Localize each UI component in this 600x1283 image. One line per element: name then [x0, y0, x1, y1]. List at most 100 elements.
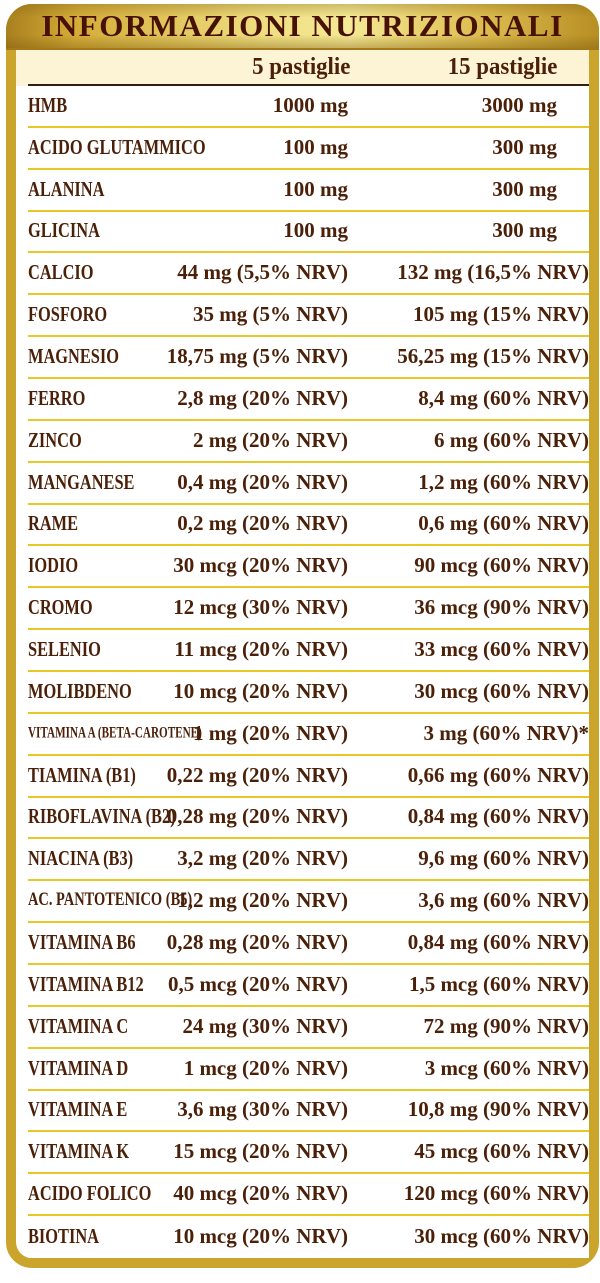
nutrient-name: RAME	[28, 511, 79, 536]
value-15-pastiglie: 0,84 mg (60% NRV)	[407, 804, 589, 829]
value-5-pastiglie: 11 mcg (20% NRV)	[174, 637, 348, 662]
nutrient-row: BIOTINA 10 mcg (20% NRV) 30 mcg (60% NRV)	[28, 1216, 589, 1258]
nutrient-name: FOSFORO	[28, 302, 108, 327]
nutrient-name: ALANINA	[28, 176, 105, 201]
title-band: INFORMAZIONI NUTRIZIONALI	[6, 4, 599, 50]
value-15-pastiglie: 300 mg	[492, 134, 557, 159]
value-15-pastiglie: 3,6 mg (60% NRV)	[418, 888, 589, 913]
nutrient-table: HMB 1000 mg 3000 mg ACIDO GLUTAMMICO 100 mg 3…	[28, 86, 589, 1258]
value-15-pastiglie: 105 mg (15% NRV)	[413, 302, 589, 327]
nutrient-name: VITAMINA B12	[28, 971, 144, 996]
nutrient-row: VITAMINA E 3,6 mg (30% NRV) 10,8 mg (90% N…	[28, 1090, 589, 1133]
nutrient-row: VITAMINA B6 0,28 mg (20% NRV) 0,84 mg (60%…	[28, 923, 589, 965]
nutrient-name: AC. PANTOTENICO (B5)	[28, 890, 193, 911]
nutrient-row: MANGANESE 0,4 mg (20% NRV) 1,2 mg (60% NRV…	[28, 462, 589, 505]
value-5-pastiglie: 10 mcg (20% NRV)	[173, 1224, 348, 1249]
nutrient-name: IODIO	[28, 553, 79, 578]
nutrient-name: BIOTINA	[28, 1224, 100, 1249]
value-15-pastiglie: 300 mg	[492, 218, 557, 243]
value-15-pastiglie: 72 mg (90% NRV)	[423, 1013, 590, 1038]
value-5-pastiglie: 3,6 mg (30% NRV)	[177, 1097, 348, 1122]
panel-title: INFORMAZIONI NUTRIZIONALI	[41, 8, 564, 43]
value-15-pastiglie: 33 mcg (60% NRV)	[414, 637, 589, 662]
value-15-pastiglie: 120 mcg (60% NRV)	[403, 1181, 589, 1206]
nutrient-name: CROMO	[28, 595, 93, 620]
nutrient-row: VITAMINA A (BETA-CAROTENE) 1 mg (20% NRV)…	[28, 713, 590, 756]
nutrient-row: VITAMINA D 1 mcg (20% NRV) 3 mcg (60% NRV)	[28, 1048, 589, 1091]
value-15-pastiglie: 1,5 mcg (60% NRV)	[408, 971, 589, 996]
nutrient-name: MANGANESE	[28, 469, 135, 494]
nutrient-row: AC. PANTOTENICO (B5) 1,2 mg (20% NRV) 3,6 …	[28, 881, 589, 924]
nutrient-row: IODIO 30 mcg (20% NRV) 90 mcg (60% NRV)	[28, 546, 589, 589]
nutrient-name: ZINCO	[28, 427, 82, 452]
value-15-pastiglie: 3 mg (60% NRV)*	[423, 720, 590, 745]
value-5-pastiglie: 100 mg	[283, 134, 348, 159]
nutrient-name: VITAMINA K	[28, 1139, 130, 1164]
value-5-pastiglie: 1 mg (20% NRV)	[193, 720, 348, 745]
nutrient-name: ACIDO GLUTAMMICO	[28, 134, 206, 159]
value-5-pastiglie: 2 mg (20% NRV)	[193, 427, 348, 452]
value-5-pastiglie: 1 mcg (20% NRV)	[183, 1055, 348, 1080]
value-15-pastiglie: 6 mg (60% NRV)	[434, 427, 589, 452]
nutrient-row: MOLIBDENO 10 mcg (20% NRV) 30 mcg (60% NRV…	[28, 672, 589, 714]
value-5-pastiglie: 1,2 mg (20% NRV)	[177, 888, 348, 913]
nutrient-row: CALCIO 44 mg (5,5% NRV) 132 mg (16,5% NRV)	[28, 253, 589, 296]
nutrient-row: HMB 1000 mg 3000 mg	[28, 86, 589, 128]
value-15-pastiglie: 1,2 mg (60% NRV)	[418, 469, 589, 494]
nutrient-name: MOLIBDENO	[28, 678, 132, 703]
value-5-pastiglie: 100 mg	[283, 176, 348, 201]
nutrient-row: VITAMINA K 15 mcg (20% NRV) 45 mcg (60% NR…	[28, 1132, 589, 1175]
nutrition-facts-panel: INFORMAZIONI NUTRIZIONALI 5 pastiglie 15…	[6, 4, 599, 1268]
value-5-pastiglie: 30 mcg (20% NRV)	[173, 553, 348, 578]
value-5-pastiglie: 2,8 mg (20% NRV)	[177, 385, 348, 410]
value-15-pastiglie: 30 mcg (60% NRV)	[414, 678, 589, 703]
nutrient-row: FOSFORO 35 mg (5% NRV) 105 mg (15% NRV)	[28, 295, 589, 338]
value-15-pastiglie: 90 mcg (60% NRV)	[414, 553, 589, 578]
nutrient-row: TIAMINA (B1) 0,22 mg (20% NRV) 0,66 mg (60…	[28, 755, 589, 798]
value-5-pastiglie: 18,75 mg (5% NRV)	[166, 344, 348, 369]
nutrient-name: VITAMINA A (BETA-CAROTENE)	[28, 724, 202, 742]
nutrient-row: RIBOFLAVINA (B2) 0,28 mg (20% NRV) 0,84 mg…	[28, 797, 589, 840]
value-15-pastiglie: 30 mcg (60% NRV)	[414, 1224, 589, 1249]
value-5-pastiglie: 100 mg	[283, 218, 348, 243]
header-divider-rule	[28, 84, 589, 86]
nutrient-name: CALCIO	[28, 260, 94, 285]
nutrient-name: MAGNESIO	[28, 344, 120, 369]
value-15-pastiglie: 10,8 mg (90% NRV)	[407, 1097, 589, 1122]
value-15-pastiglie: 8,4 mg (60% NRV)	[418, 385, 589, 410]
nutrient-row: NIACINA (B3) 3,2 mg (20% NRV) 9,6 mg (60% …	[28, 839, 589, 882]
nutrient-name: ACIDO FOLICO	[28, 1181, 152, 1206]
nutrient-row: FERRO 2,8 mg (20% NRV) 8,4 mg (60% NRV)	[28, 379, 589, 421]
nutrient-row: ZINCO 2 mg (20% NRV) 6 mg (60% NRV)	[28, 420, 589, 463]
nutrient-row: VITAMINA B12 0,5 mcg (20% NRV) 1,5 mcg (60…	[28, 965, 589, 1007]
nutrient-row: ALANINA 100 mg 300 mg	[28, 169, 589, 212]
value-5-pastiglie: 40 mcg (20% NRV)	[173, 1181, 348, 1206]
value-15-pastiglie: 9,6 mg (60% NRV)	[418, 846, 589, 871]
value-5-pastiglie: 0,4 mg (20% NRV)	[177, 469, 348, 494]
value-15-pastiglie: 56,25 mg (15% NRV)	[397, 344, 589, 369]
value-5-pastiglie: 10 mcg (20% NRV)	[173, 678, 348, 703]
value-5-pastiglie: 12 mcg (30% NRV)	[173, 595, 348, 620]
nutrient-row: ACIDO FOLICO 40 mcg (20% NRV) 120 mcg (60%…	[28, 1174, 589, 1217]
value-15-pastiglie: 3000 mg	[481, 92, 557, 117]
nutrient-name: VITAMINA E	[28, 1097, 128, 1122]
nutrient-row: SELENIO 11 mcg (20% NRV) 33 mcg (60% NRV)	[28, 630, 589, 672]
nutrient-row: GLICINA 100 mg 300 mg	[28, 211, 589, 254]
value-15-pastiglie: 0,84 mg (60% NRV)	[407, 930, 589, 955]
nutrient-name: VITAMINA C	[28, 1013, 129, 1038]
value-5-pastiglie: 44 mg (5,5% NRV)	[177, 260, 348, 285]
value-5-pastiglie: 0,28 mg (20% NRV)	[166, 930, 348, 955]
value-5-pastiglie: 3,2 mg (20% NRV)	[177, 846, 348, 871]
column-header-15-pastiglie: 15 pastiglie	[447, 54, 557, 80]
value-15-pastiglie: 36 mcg (90% NRV)	[414, 595, 589, 620]
column-header-5-pastiglie: 5 pastiglie	[251, 54, 350, 80]
nutrient-row: VITAMINA C 24 mg (30% NRV) 72 mg (90% NRV)	[28, 1006, 590, 1049]
value-5-pastiglie: 15 mcg (20% NRV)	[173, 1139, 348, 1164]
value-15-pastiglie: 3 mcg (60% NRV)	[424, 1055, 589, 1080]
nutrient-name: HMB	[28, 92, 68, 117]
nutrient-name: SELENIO	[28, 637, 101, 662]
nutrient-name: VITAMINA D	[28, 1055, 129, 1080]
nutrient-name: FERRO	[28, 385, 86, 410]
value-15-pastiglie: 0,6 mg (60% NRV)	[418, 511, 589, 536]
nutrient-name: TIAMINA (B1)	[28, 762, 136, 787]
